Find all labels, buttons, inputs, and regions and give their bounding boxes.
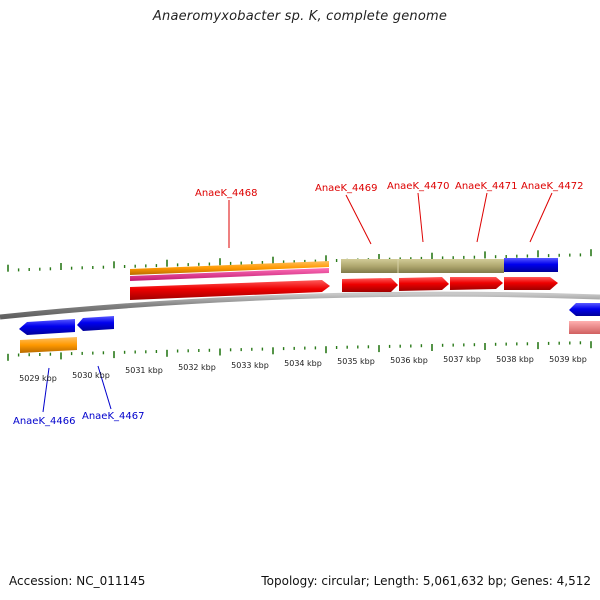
tick-label: 5031 kbp bbox=[125, 366, 163, 375]
gene-anaek-4471[interactable] bbox=[450, 277, 503, 290]
gene-anaek-4468[interactable] bbox=[130, 280, 330, 300]
gene-anaek-4467[interactable] bbox=[77, 316, 114, 331]
leader-line-anaek-4467 bbox=[97, 365, 112, 410]
leader-line-anaek-4466 bbox=[42, 367, 50, 413]
tick-label: 5034 kbp bbox=[284, 359, 322, 368]
feature-track-pink bbox=[569, 321, 600, 334]
gene-label-anaek-4467[interactable]: AnaeK_4467 bbox=[82, 411, 144, 422]
feature-track-magenta bbox=[130, 268, 329, 281]
gene-label-anaek-4472[interactable]: AnaeK_4472 bbox=[521, 181, 583, 192]
gene-label-anaek-4466[interactable]: AnaeK_4466 bbox=[13, 416, 75, 427]
tick-label: 5037 kbp bbox=[443, 355, 481, 364]
tick-label: 5035 kbp bbox=[337, 357, 375, 366]
gene-anaek-4469[interactable] bbox=[342, 278, 398, 292]
lower-tick-ruler bbox=[7, 341, 592, 361]
feature-track-blue-upper bbox=[504, 258, 558, 272]
gene-label-anaek-4468[interactable]: AnaeK_4468 bbox=[195, 188, 257, 199]
tick-label: 5032 kbp bbox=[178, 363, 216, 372]
tick-label: 5039 kbp bbox=[549, 355, 587, 364]
genome-backbone bbox=[0, 291, 600, 320]
gene-label-anaek-4469[interactable]: AnaeK_4469 bbox=[315, 183, 377, 194]
gene-anaek-4470[interactable] bbox=[399, 277, 449, 291]
leader-line-anaek-4469 bbox=[345, 194, 372, 245]
tick-label: 5036 kbp bbox=[390, 356, 428, 365]
gene-anaek-4466[interactable] bbox=[19, 319, 75, 335]
feature-track-orange-upper bbox=[130, 261, 329, 275]
gene-anaek-4472[interactable] bbox=[504, 277, 558, 290]
tick-label: 5029 kbp bbox=[19, 374, 57, 383]
kbp-tick-labels: 5029 kbp 5030 kbp 5031 kbp 5032 kbp 5033… bbox=[19, 355, 587, 383]
feature-track-olive bbox=[341, 259, 504, 273]
map-title: Anaeromyxobacter sp. K, complete genome bbox=[152, 9, 448, 24]
tick-label: 5033 kbp bbox=[231, 361, 269, 370]
tick-label: 5038 kbp bbox=[496, 355, 534, 364]
gene-label-anaek-4470[interactable]: AnaeK_4470 bbox=[387, 181, 449, 192]
leader-line-anaek-4471 bbox=[476, 192, 488, 243]
accession-text: Accession: NC_011145 bbox=[9, 574, 146, 588]
leader-line-anaek-4470 bbox=[417, 192, 424, 243]
leader-line-anaek-4472 bbox=[529, 192, 553, 243]
feature-track-blue-right bbox=[569, 303, 600, 316]
gene-label-anaek-4471[interactable]: AnaeK_4471 bbox=[455, 181, 517, 192]
tick-label: 5030 kbp bbox=[72, 371, 110, 380]
genome-summary-text: Topology: circular; Length: 5,061,632 bp… bbox=[261, 574, 591, 588]
feature-track-orange-lower bbox=[20, 337, 77, 353]
